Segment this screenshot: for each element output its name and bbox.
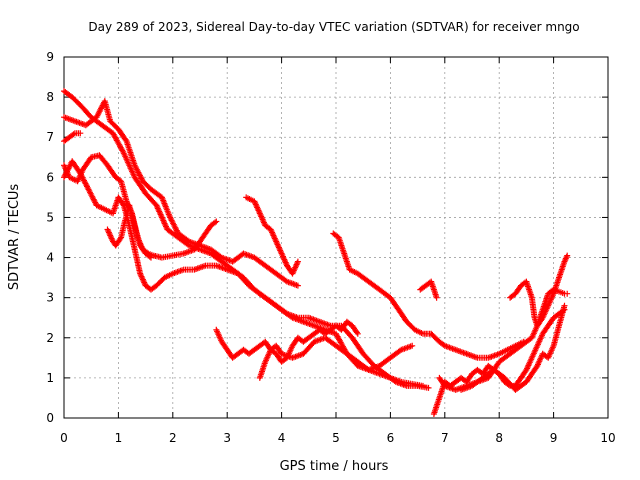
plus-markers xyxy=(61,98,301,289)
y-tick-label: 2 xyxy=(46,331,54,345)
x-tick-label: 8 xyxy=(495,431,503,445)
plus-markers xyxy=(417,278,440,301)
plus-markers xyxy=(61,88,432,391)
x-tick-label: 9 xyxy=(550,431,558,445)
series-sat-j xyxy=(330,230,527,361)
y-tick-label: 8 xyxy=(46,90,54,104)
plus-markers xyxy=(330,230,527,361)
x-tick-label: 10 xyxy=(600,431,615,445)
series-sat-f xyxy=(61,130,84,145)
y-axis-title: SDTVAR / TECUs xyxy=(7,184,22,291)
plus-markers xyxy=(61,158,426,389)
y-tick-label: 5 xyxy=(46,210,54,224)
x-tick-label: 2 xyxy=(169,431,177,445)
series-sat-b xyxy=(61,98,301,289)
x-tick-label: 4 xyxy=(278,431,286,445)
series-sat-g xyxy=(213,318,361,365)
series-sat-o xyxy=(458,302,568,393)
series-sat-i xyxy=(243,194,301,277)
plus-markers xyxy=(104,202,154,261)
y-tick-label: 6 xyxy=(46,170,54,184)
x-tick-label: 3 xyxy=(223,431,231,445)
x-axis-title: GPS time / hours xyxy=(280,459,389,474)
y-tick-label: 9 xyxy=(46,50,54,64)
plus-markers xyxy=(213,318,361,365)
plus-markers xyxy=(458,302,568,393)
data-points xyxy=(61,88,571,417)
y-axis: 0 1 2 3 4 5 6 7 8 9 xyxy=(46,50,608,425)
x-tick-label: 5 xyxy=(332,431,340,445)
x-tick-label: 6 xyxy=(387,431,395,445)
y-tick-label: 0 xyxy=(46,411,54,425)
y-tick-label: 4 xyxy=(46,251,54,265)
series-sat-h xyxy=(256,334,416,381)
y-tick-label: 1 xyxy=(46,371,54,385)
plus-markers xyxy=(507,278,571,329)
x-tick-label: 1 xyxy=(115,431,123,445)
series-sat-n xyxy=(507,278,571,329)
plus-markers xyxy=(243,194,301,277)
series-sat-d xyxy=(61,158,426,389)
y-tick-label: 3 xyxy=(46,291,54,305)
y-tick-label: 7 xyxy=(46,130,54,144)
series-sat-k xyxy=(417,278,440,301)
series-sat-a xyxy=(61,88,432,391)
x-axis: 0 1 2 3 4 5 6 7 8 9 10 xyxy=(60,57,616,445)
x-tick-label: 0 xyxy=(60,431,68,445)
series-sat-e xyxy=(104,202,154,261)
plus-markers xyxy=(61,130,84,145)
x-tick-label: 7 xyxy=(441,431,449,445)
plus-markers xyxy=(256,334,416,381)
chart-title: Day 289 of 2023, Sidereal Day-to-day VTE… xyxy=(88,20,579,34)
